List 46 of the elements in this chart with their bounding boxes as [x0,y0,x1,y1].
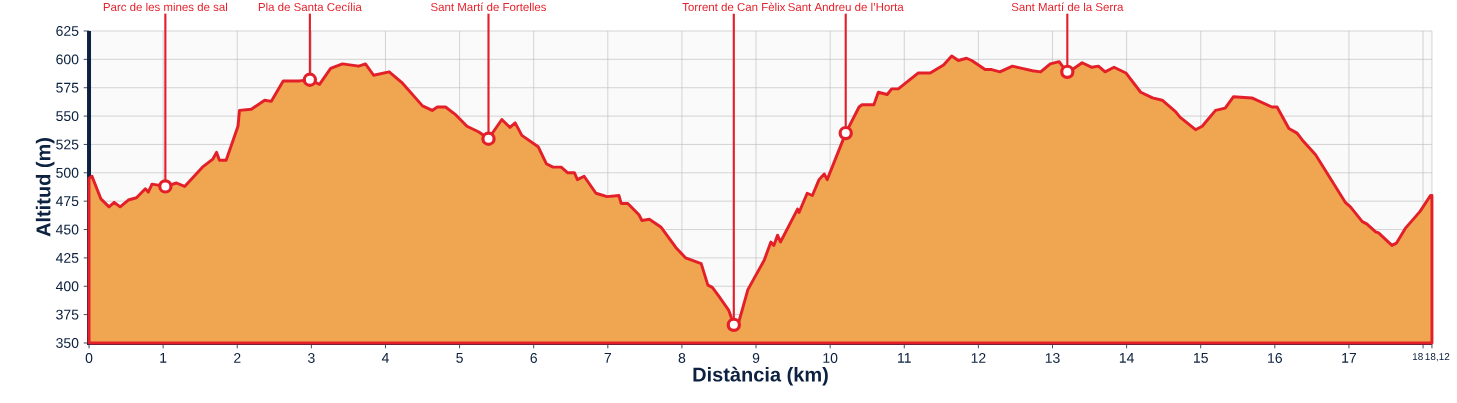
annotation: Sant Martí de Fortelles [431,2,547,12]
x-tick-label: 15 [1194,353,1208,363]
x-tick-label: 17 [1342,353,1357,363]
x-tick-label: 10 [823,353,838,363]
point [481,131,496,146]
annotation: Sant Andreu de l’Horta [788,2,904,12]
x-axis-title: Distància (km) [693,366,828,386]
y-tick-label: 375 [56,309,79,320]
y-tick-label: 400 [55,281,79,292]
point [726,317,742,333]
y-axis-title: Altitud (m) [35,138,55,237]
y-tick-label: 425 [55,252,79,263]
x-tick-label: 11 [898,353,911,363]
y-tick-label: 600 [56,54,79,65]
x-tick-label: 2 [234,353,241,363]
x-tick-label: 3 [307,353,315,363]
annotation: Sant Martí de la Serra [1011,2,1124,12]
x-tick-label: 14 [1119,353,1134,363]
y-tick-label: 350 [56,338,79,348]
x-tick-label: 4 [381,353,389,363]
x-tick-label: 13 [1045,353,1060,363]
x-tick-label: 8 [678,353,686,363]
y-tick-label: 500 [56,167,79,178]
y-tick-label: 450 [55,224,79,235]
y-tick-label: 550 [56,111,79,122]
x-tick-label: 18 [1412,353,1423,361]
annotation: Pla de Santa Cecília [258,2,362,12]
y-tick-label: 625 [56,26,79,36]
x-tick-label: 5 [456,353,463,363]
x-tick-label: 16 [1268,353,1282,363]
x-tick-label: 1 [160,353,167,363]
point [302,72,318,87]
x-tick-label: 9 [752,353,760,363]
y-tick-label: 475 [55,196,79,207]
annotation: Parc de les mines de sal [103,2,228,12]
x-tick-label: 0 [85,353,93,363]
x-tick-label: 6 [530,353,537,363]
x-tick-label: 18,12 [1425,353,1450,362]
point [1060,64,1075,80]
x-tick-label: 7 [604,353,611,363]
point [838,125,853,141]
y-tick-label: 575 [56,82,79,93]
point [158,179,173,194]
y-tick-label: 525 [56,139,79,150]
x-tick-label: 12 [971,353,986,363]
annotation: Torrent de Can Fèlix [682,2,786,12]
